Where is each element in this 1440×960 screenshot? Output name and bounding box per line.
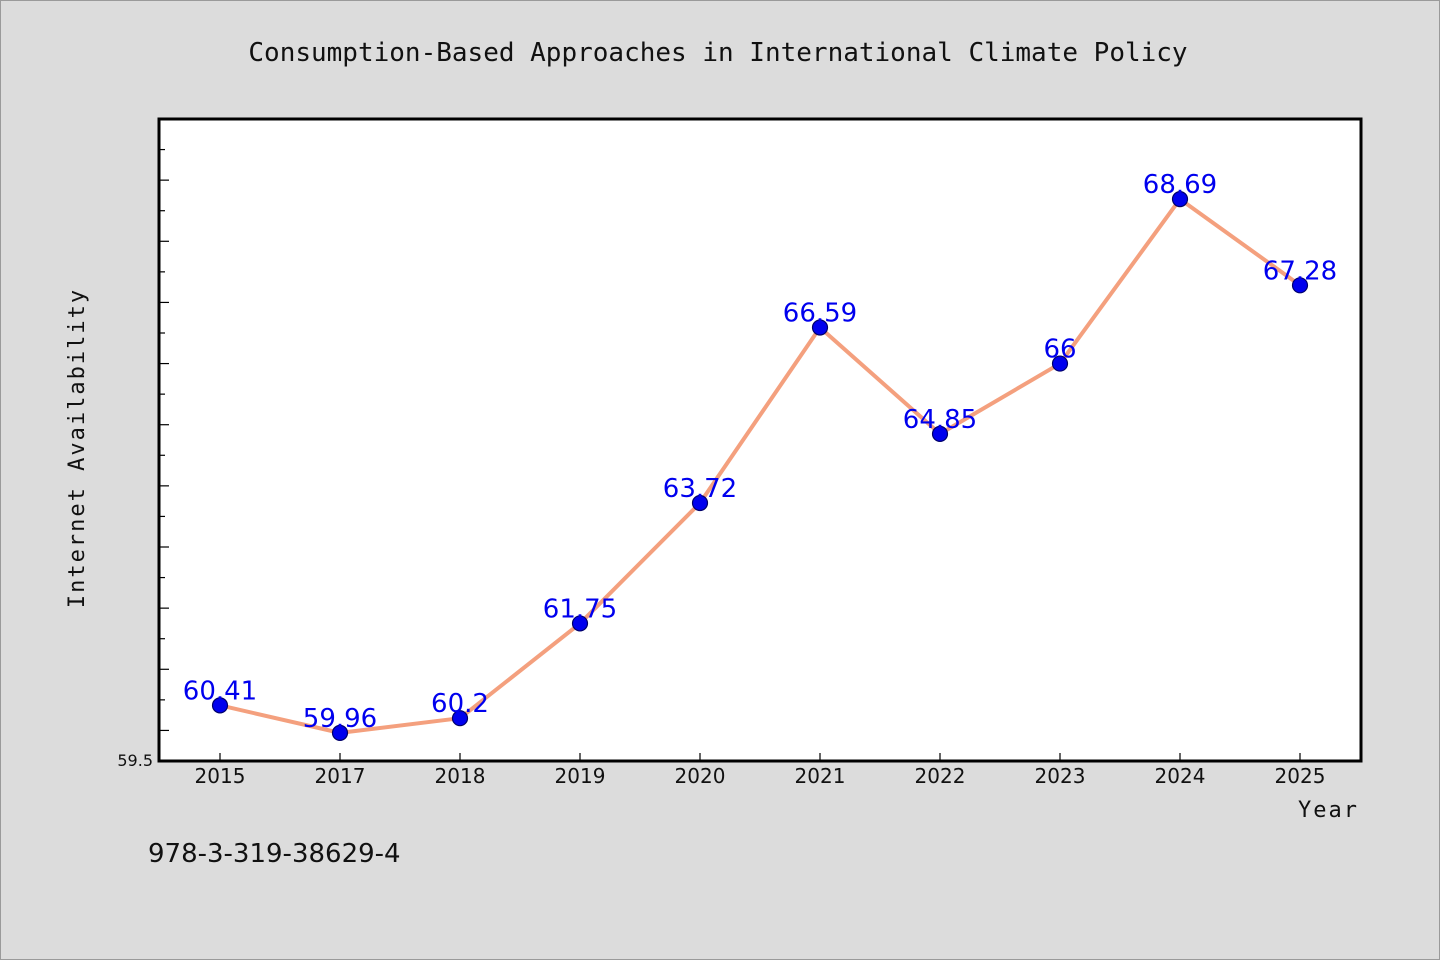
series-line-group (218, 197, 1302, 735)
x-tick-label: 2022 (915, 764, 966, 788)
x-axis-label: Year (1298, 798, 1359, 823)
data-point (1171, 190, 1189, 208)
x-tick-label: 2021 (795, 764, 846, 788)
data-point (691, 494, 709, 512)
data-point (1291, 277, 1309, 294)
data-label: 59.96 (303, 704, 377, 734)
plot-area (157, 117, 1363, 763)
y-axis-ticks (159, 118, 169, 762)
x-tick-label: 2023 (1035, 764, 1086, 788)
x-axis-ticks (219, 753, 1301, 761)
data-label: 66 (1043, 335, 1076, 365)
data-point (811, 319, 829, 336)
x-tick-label: 2024 (1155, 764, 1206, 788)
x-tick-label: 2020 (675, 764, 726, 788)
y-axis-min-label: 59.5 (117, 751, 153, 770)
x-tick-label: 2025 (1275, 764, 1326, 788)
data-point (1051, 355, 1069, 372)
chart-title: Consumption-Based Approaches in Internat… (248, 38, 1187, 68)
y-axis-label: Internet Availability (65, 288, 90, 608)
data-label: 67.28 (1263, 256, 1337, 286)
data-point (931, 425, 949, 442)
data-labels: 60.41 59.96 60.2 61.75 63.72 66.59 64.85 66 68.6… (183, 170, 1337, 734)
data-point (451, 710, 469, 727)
data-label: 64.85 (903, 405, 977, 435)
data-label: 60.2 (431, 689, 489, 719)
data-label: 68.69 (1143, 170, 1217, 200)
x-tick-label: 2018 (435, 764, 486, 788)
x-tick-label: 2015 (195, 764, 246, 788)
data-label: 63.72 (663, 474, 737, 504)
data-point (331, 724, 349, 741)
footer-code: 978-3-319-38629-4 (148, 839, 401, 869)
x-axis-tick-labels: 2015 2017 2018 2019 2020 2021 2022 2023 2024 2025 (195, 764, 1326, 788)
data-point (571, 615, 589, 632)
series-line (218, 197, 1302, 735)
x-tick-label: 2017 (315, 764, 366, 788)
x-tick-label: 2019 (555, 764, 606, 788)
series-markers (211, 190, 1309, 741)
data-label: 66.59 (783, 298, 857, 328)
data-label: 60.41 (183, 676, 257, 706)
data-point (211, 697, 229, 714)
data-label: 61.75 (543, 594, 617, 624)
